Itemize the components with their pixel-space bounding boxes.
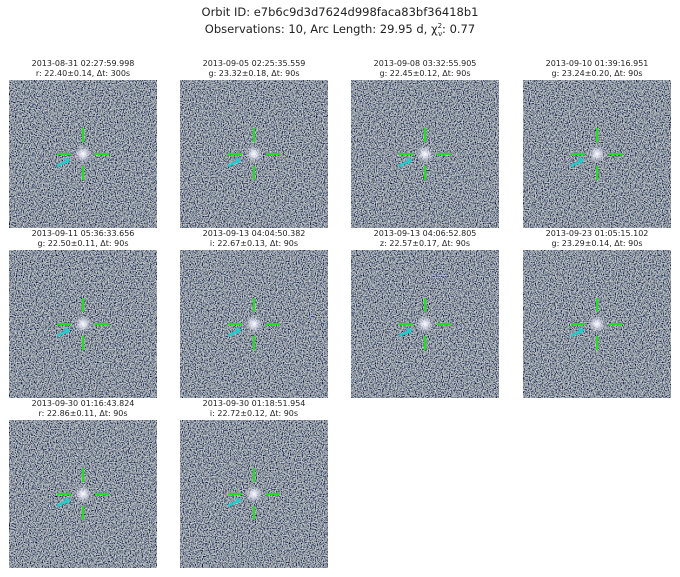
source bbox=[416, 145, 434, 163]
panel-info: r: 22.40±0.14, Δt: 300s bbox=[36, 69, 130, 78]
panel-info: i: 22.67±0.13, Δt: 90s bbox=[210, 239, 298, 248]
source bbox=[416, 315, 434, 333]
motion-arrowhead bbox=[235, 498, 242, 504]
chi-symbol: χ bbox=[431, 22, 438, 36]
panel-info: g: 23.32±0.18, Δt: 90s bbox=[208, 69, 299, 78]
panel-info: i: 22.72±0.12, Δt: 90s bbox=[210, 409, 298, 418]
panel-time: 2013-09-13 04:04:50.382 bbox=[203, 229, 306, 238]
panel-time: 2013-09-30 01:18:51.954 bbox=[203, 399, 306, 408]
source bbox=[588, 145, 606, 163]
panel-time: 2013-09-23 01:05:15.102 bbox=[546, 229, 649, 238]
stats: Observations: 10, Arc Length: 29.95 d, bbox=[205, 22, 428, 36]
source bbox=[74, 485, 92, 503]
panel-time: 2013-09-11 05:36:33.656 bbox=[32, 229, 135, 238]
panel-info: r: 22.86±0.11, Δt: 90s bbox=[38, 409, 127, 418]
panel-time: 2013-09-13 04:06:52.805 bbox=[374, 229, 477, 238]
motion-arrowhead bbox=[406, 158, 413, 164]
panel-info: g: 22.50±0.11, Δt: 90s bbox=[37, 239, 128, 248]
source bbox=[588, 315, 606, 333]
motion-arrowhead bbox=[64, 498, 71, 504]
panel-info: g: 22.45±0.12, Δt: 90s bbox=[379, 69, 470, 78]
panel-info: z: 22.57±0.17, Δt: 90s bbox=[380, 239, 470, 248]
panel-info: g: 23.29±0.14, Δt: 90s bbox=[551, 239, 642, 248]
panel-time: 2013-08-31 02:27:59.998 bbox=[32, 59, 135, 68]
panel-time: 2013-09-30 01:16:43.824 bbox=[32, 399, 135, 408]
motion-arrowhead bbox=[406, 328, 413, 334]
panel-time: 2013-09-08 03:32:55.905 bbox=[374, 59, 477, 68]
figure-subtitle: Observations: 10, Arc Length: 29.95 d, χ… bbox=[205, 22, 475, 38]
motion-arrowhead bbox=[235, 158, 242, 164]
motion-arrowhead bbox=[235, 328, 242, 334]
source bbox=[74, 145, 92, 163]
chi-sub: ν bbox=[438, 30, 442, 38]
chi-value: : 0.77 bbox=[442, 22, 475, 36]
panel-info: g: 23.24±0.20, Δt: 90s bbox=[551, 69, 642, 78]
source bbox=[74, 315, 92, 333]
motion-arrowhead bbox=[578, 328, 585, 334]
source bbox=[245, 145, 263, 163]
chi-sup: 2 bbox=[438, 22, 442, 30]
source bbox=[245, 315, 263, 333]
panel-time: 2013-09-10 01:39:16.951 bbox=[546, 59, 649, 68]
motion-arrowhead bbox=[64, 158, 71, 164]
panel-time: 2013-09-05 02:25:35.559 bbox=[203, 59, 306, 68]
motion-arrowhead bbox=[578, 158, 585, 164]
motion-arrowhead bbox=[64, 328, 71, 334]
figure-title: Orbit ID: e7b6c9d3d7624d998faca83bf36418… bbox=[202, 5, 479, 19]
source bbox=[245, 485, 263, 503]
